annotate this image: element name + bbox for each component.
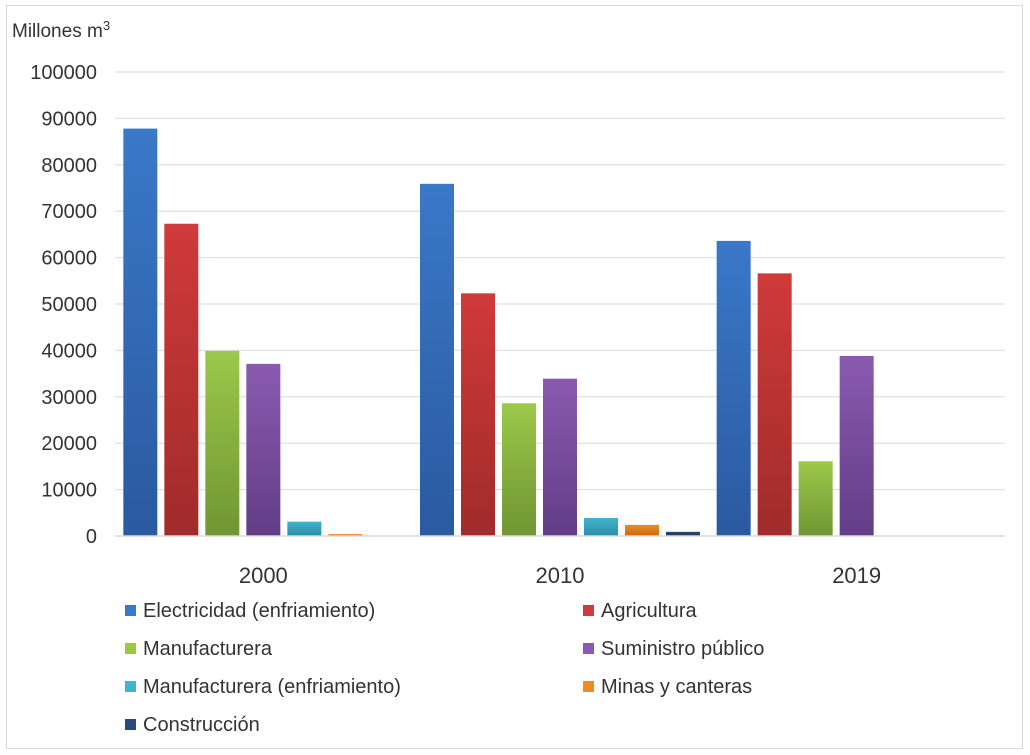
bar <box>123 128 158 536</box>
legend-swatch <box>583 643 594 654</box>
bar <box>798 461 833 536</box>
bar <box>328 534 363 536</box>
x-axis-labels: 2000 2010 2019 <box>239 563 881 588</box>
y-tick-label: 20000 <box>41 433 97 455</box>
y-tick-label: 10000 <box>41 480 97 502</box>
y-tick-label: 80000 <box>41 155 97 177</box>
bar <box>164 223 199 536</box>
legend-swatch <box>125 719 136 730</box>
bar <box>666 531 700 536</box>
legend-item: Minas y canteras <box>583 676 752 698</box>
bar <box>543 378 577 536</box>
legend-swatch <box>125 643 136 654</box>
legend-label: Manufacturera <box>143 638 273 660</box>
bar <box>757 273 792 536</box>
bars <box>123 128 874 536</box>
bar <box>502 403 536 536</box>
legend-item: Manufacturera <box>125 638 273 660</box>
legend-label: Construcción <box>143 714 260 736</box>
y-tick-label: 90000 <box>41 108 97 130</box>
legend-item: Construcción <box>125 714 260 736</box>
y-tick-label: 30000 <box>41 387 97 409</box>
legend-label: Minas y canteras <box>601 676 752 698</box>
legend-label: Electricidad (enfriamiento) <box>143 600 375 622</box>
unit-label: Millones m3 <box>12 18 110 42</box>
bar <box>420 183 454 536</box>
bar <box>716 240 751 536</box>
legend-item: Agricultura <box>583 600 697 622</box>
bar <box>287 521 322 536</box>
legend-item: Electricidad (enfriamiento) <box>125 600 375 622</box>
y-tick-label: 0 <box>86 526 97 548</box>
legend-item: Suministro público <box>583 638 764 660</box>
y-tick-label: 100000 <box>30 62 97 84</box>
bar <box>839 355 874 536</box>
bar <box>625 524 659 536</box>
y-tick-label: 60000 <box>41 248 97 270</box>
legend-swatch <box>125 681 136 692</box>
legend-swatch <box>583 605 594 616</box>
legend-label: Manufacturera (enfriamiento) <box>143 676 401 698</box>
legend: Electricidad (enfriamiento) Agricultura Ma… <box>125 600 764 736</box>
y-tick-label: 50000 <box>41 294 97 316</box>
bar <box>584 517 618 536</box>
x-tick-label: 2019 <box>832 563 881 588</box>
bar <box>246 363 281 536</box>
bar <box>205 350 240 536</box>
y-tick-label: 70000 <box>41 201 97 223</box>
y-axis-ticks: 0 10000 20000 30000 40000 50000 60000 70000 8000… <box>30 62 97 548</box>
legend-label: Agricultura <box>601 600 697 622</box>
x-tick-label: 2000 <box>239 563 288 588</box>
legend-label: Suministro público <box>601 638 764 660</box>
bar <box>461 293 495 536</box>
legend-swatch <box>125 605 136 616</box>
legend-swatch <box>583 681 594 692</box>
x-tick-label: 2010 <box>536 563 585 588</box>
y-tick-label: 40000 <box>41 340 97 362</box>
legend-item: Manufacturera (enfriamiento) <box>125 676 401 698</box>
unit-superscript: 3 <box>103 18 110 33</box>
